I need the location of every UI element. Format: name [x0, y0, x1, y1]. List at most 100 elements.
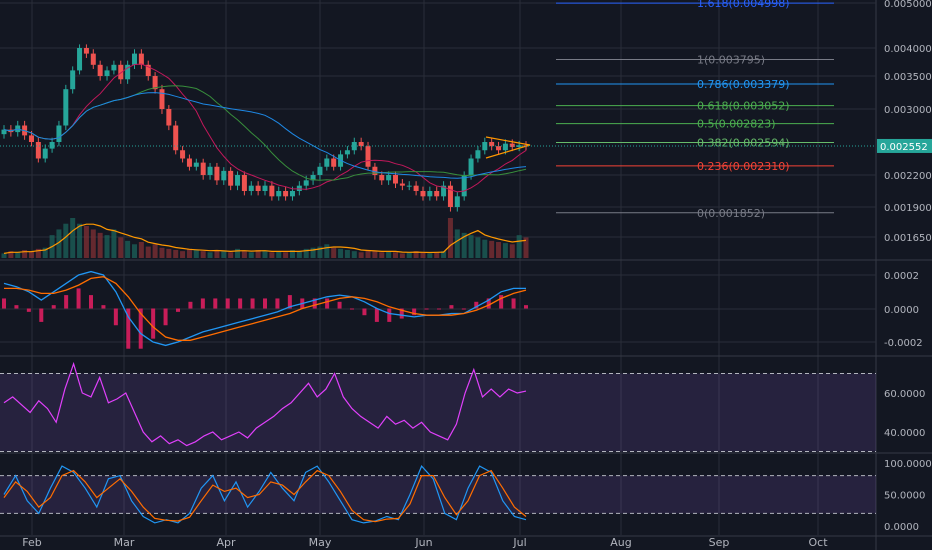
volume-bar — [406, 252, 412, 258]
volume-bar — [523, 237, 529, 258]
volume-bar — [447, 218, 453, 258]
candle-body — [255, 185, 261, 191]
stoch-d-line — [3, 469, 527, 523]
candle-body — [289, 191, 295, 197]
volume-bar — [468, 235, 474, 258]
candle-body — [461, 175, 467, 197]
candle-body — [111, 64, 117, 71]
volume-bar — [186, 248, 192, 258]
volume-bar — [97, 232, 103, 258]
volume-bar — [173, 250, 179, 258]
candle-body — [138, 53, 144, 65]
candle-body — [447, 185, 453, 207]
macd-histogram-bar — [238, 298, 243, 309]
candle-body — [379, 175, 385, 181]
macd-panel[interactable] — [2, 270, 528, 349]
rsi-panel[interactable] — [0, 361, 876, 452]
candle-body — [200, 162, 206, 175]
moving-average-long — [3, 92, 527, 179]
candle-body — [413, 185, 419, 191]
fib-level-label: 1(0.003795) — [697, 53, 765, 66]
volume-bar — [289, 250, 295, 258]
volume-bar — [56, 229, 62, 258]
volume-bar — [310, 247, 316, 258]
volume-bar — [241, 251, 247, 258]
volume-bar — [351, 251, 357, 258]
macd-histogram-bar — [524, 305, 528, 309]
candle-body — [235, 175, 241, 186]
price-tick-label: 0.003500 — [884, 72, 932, 83]
volume-bar — [152, 244, 158, 258]
volume-bar — [83, 226, 89, 258]
volume-bar — [159, 247, 165, 258]
macd-histogram-bar — [188, 301, 193, 309]
candle-body — [42, 148, 48, 159]
macd-histogram-bar — [437, 308, 441, 310]
macd-histogram-bar — [486, 298, 491, 309]
macd-histogram-bar — [64, 295, 69, 309]
candle-body — [420, 191, 426, 197]
candle-body — [262, 185, 268, 191]
volume-bar — [496, 242, 502, 258]
macd-histogram-bar — [424, 308, 429, 310]
price-panel[interactable]: 1.618(0.004998) 1(0.003795) 0.786(0.003379… — [0, 0, 876, 258]
candle-body — [303, 180, 309, 186]
price-tick-label: 0.005000 — [884, 0, 932, 10]
triangle-pattern — [485, 136, 531, 159]
volume-bar — [207, 252, 213, 258]
macd-histogram-bar — [2, 298, 6, 309]
macd-signal-line — [4, 276, 527, 341]
volume-bar — [303, 248, 309, 258]
macd-histogram-bar — [312, 298, 317, 309]
candle-body — [118, 64, 124, 80]
macd-histogram-bar — [449, 305, 454, 309]
time-axis-label: Jul — [512, 536, 526, 549]
macd-tick-label: -0.0002 — [884, 338, 923, 349]
candle-body — [214, 166, 220, 181]
candle-body — [317, 166, 323, 175]
volume-bar — [427, 253, 433, 258]
candle-body — [104, 70, 110, 76]
volume-bar — [454, 229, 460, 258]
candle-body — [283, 191, 289, 197]
time-axis-label: Apr — [216, 536, 236, 549]
candle-body — [496, 146, 502, 151]
time-axis-label: Mar — [114, 536, 135, 549]
candle-body — [475, 150, 481, 159]
volume-bar — [255, 250, 261, 258]
volume-bar — [138, 242, 144, 258]
volume-bar — [132, 244, 137, 258]
moving-average-short — [3, 63, 527, 193]
volume-bar — [125, 240, 131, 258]
candle-body — [28, 135, 34, 142]
volume-bar — [22, 250, 28, 258]
volume-bar — [145, 246, 151, 258]
stochastic-panel[interactable] — [0, 464, 876, 524]
volume-bar — [502, 243, 508, 258]
candle-body — [77, 48, 83, 71]
price-tick-label: 0.004000 — [884, 44, 932, 55]
macd-histogram-bar — [26, 308, 31, 312]
candle-body — [310, 175, 316, 181]
candle-body — [221, 170, 227, 181]
candle-body — [125, 64, 131, 80]
volume-bar — [269, 252, 275, 258]
stoch-tick-label: 0.0000 — [884, 522, 919, 533]
volume-bar — [90, 229, 96, 258]
candle-body — [70, 70, 76, 90]
volume-bar — [276, 251, 282, 258]
time-axis-label: Jun — [414, 536, 432, 549]
macd-histogram-bar — [200, 298, 205, 309]
fib-level-label: 0.786(0.003379) — [697, 78, 790, 91]
rsi-line — [3, 361, 527, 447]
candle-body — [393, 175, 398, 184]
macd-histogram-bar — [499, 295, 504, 309]
last-price-label: 0.002552 — [880, 142, 928, 153]
volume-bar — [180, 251, 186, 258]
volume-bar — [434, 252, 440, 258]
volume-bar — [516, 235, 522, 258]
candle-body — [482, 142, 488, 151]
volume-bar — [111, 229, 117, 258]
